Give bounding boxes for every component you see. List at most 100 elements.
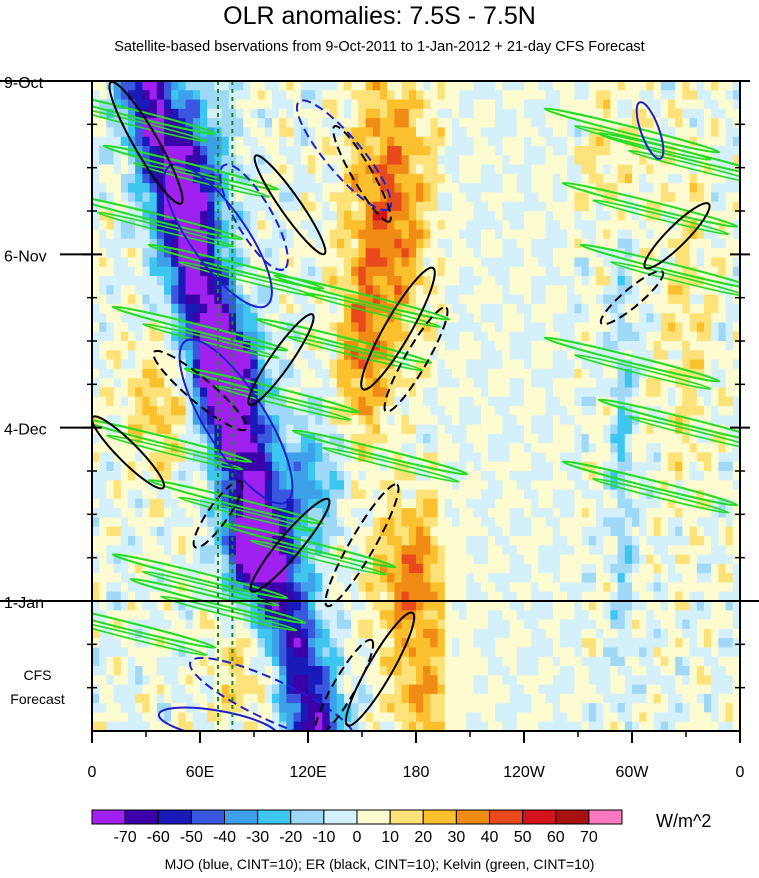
field-cell [603, 155, 611, 166]
field-cell [401, 266, 410, 277]
field-cell [257, 647, 266, 658]
field-cell [408, 610, 417, 621]
field-cell [236, 350, 244, 361]
field-cell [574, 489, 583, 500]
field-cell [250, 638, 259, 649]
field-cell [459, 313, 467, 324]
field-cell [135, 136, 143, 147]
field-cell [444, 276, 453, 286]
field-cell [466, 248, 475, 259]
field-cell [416, 359, 424, 370]
field-cell [250, 517, 259, 528]
field-cell [560, 517, 568, 528]
field-cell [178, 582, 187, 593]
field-cell [516, 424, 525, 435]
field-cell [192, 211, 201, 221]
field-cell [459, 433, 467, 444]
field-cell [567, 350, 575, 361]
field-cell [387, 703, 395, 714]
field-cell [380, 563, 388, 574]
field-cell [315, 656, 323, 667]
field-cell [286, 229, 295, 240]
field-cell [387, 136, 395, 147]
field-cell [430, 341, 439, 351]
field-cell [236, 378, 244, 389]
field-cell [574, 573, 583, 584]
field-cell [538, 257, 547, 268]
field-cell [106, 211, 115, 221]
field-cell [545, 201, 554, 212]
field-cell [473, 415, 482, 426]
field-cell [394, 545, 403, 556]
field-cell [473, 406, 482, 416]
field-cell [243, 257, 251, 268]
field-cell [171, 443, 179, 454]
field-cell [365, 341, 374, 351]
field-cell [588, 666, 597, 676]
field-cell [466, 619, 475, 630]
field-cell [178, 526, 187, 537]
field-cell [243, 526, 251, 537]
field-cell [452, 424, 460, 435]
field-cell [588, 536, 597, 546]
field-cell [524, 164, 532, 175]
field-cell [142, 81, 151, 91]
field-cell [567, 601, 575, 611]
field-cell [437, 480, 446, 491]
field-cell [437, 619, 446, 630]
field-cell [437, 368, 446, 379]
field-cell [92, 313, 100, 324]
field-cell [351, 313, 359, 324]
field-cell [365, 183, 374, 194]
field-cell [308, 582, 316, 593]
field-cell [293, 248, 302, 259]
field-cell [473, 266, 482, 277]
field-cell [92, 192, 100, 203]
field-cell [430, 610, 439, 621]
field-cell [286, 406, 295, 416]
field-cell [279, 647, 287, 658]
field-cell [178, 545, 187, 556]
field-cell [207, 573, 215, 584]
field-cell [473, 118, 482, 129]
field-cell [430, 294, 439, 305]
field-cell [365, 396, 374, 407]
field-cell [538, 387, 547, 398]
field-cell [567, 536, 575, 546]
field-cell [459, 424, 467, 435]
field-cell [257, 257, 266, 268]
field-cell [509, 498, 518, 509]
field-cell [257, 471, 266, 481]
field-cell [538, 350, 547, 361]
field-cell [416, 573, 424, 584]
field-cell [416, 136, 424, 147]
field-cell [164, 229, 172, 240]
field-cell [178, 350, 187, 361]
field-cell [480, 582, 489, 593]
field-cell [416, 192, 424, 203]
field-cell [315, 508, 323, 519]
field-cell [466, 582, 475, 593]
field-cell [581, 498, 590, 509]
field-cell [401, 628, 410, 639]
field-cell [293, 489, 302, 500]
field-cell [207, 359, 215, 370]
field-cell [336, 350, 345, 361]
field-cell [588, 266, 597, 277]
field-cell [488, 684, 496, 695]
field-cell [560, 266, 568, 277]
field-cell [416, 266, 424, 277]
field-cell [430, 573, 439, 584]
field-cell [156, 387, 165, 398]
field-cell [192, 508, 201, 519]
field-cell [236, 285, 244, 296]
field-cell [344, 118, 352, 129]
field-cell [588, 508, 597, 519]
field-cell [329, 471, 338, 481]
field-cell [358, 443, 367, 454]
field-cell [372, 489, 381, 500]
field-cell [120, 666, 129, 676]
field-cell [286, 285, 295, 296]
field-cell [516, 164, 525, 175]
field-cell [358, 108, 367, 119]
